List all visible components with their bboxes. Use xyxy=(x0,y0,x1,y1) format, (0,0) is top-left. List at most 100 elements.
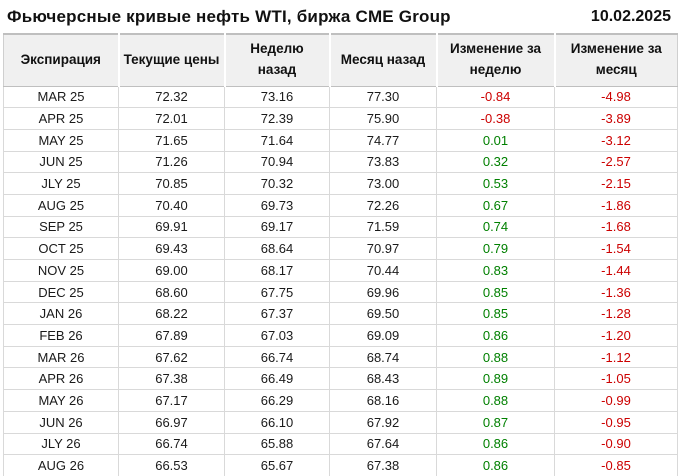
value-cell: 66.74 xyxy=(224,345,330,369)
value-cell: -0.38 xyxy=(436,107,555,130)
value-cell: 67.62 xyxy=(118,345,225,369)
value-cell: 67.75 xyxy=(224,280,330,304)
value-cell: -0.85 xyxy=(554,454,678,476)
table-row: DEC 25 68.60 67.75 69.96 0.85 -1.36 xyxy=(3,280,678,304)
expiration-cell: AUG 26 xyxy=(3,454,119,476)
table-row: APR 25 72.01 72.39 75.90 -0.38 -3.89 xyxy=(3,107,678,130)
value-cell: 68.60 xyxy=(118,280,225,304)
value-cell: 69.73 xyxy=(224,193,330,217)
expiration-cell: JAN 26 xyxy=(3,302,119,326)
column-header-0: Экспирация xyxy=(3,33,120,87)
value-cell: 0.85 xyxy=(436,280,555,304)
value-cell: 0.01 xyxy=(436,128,555,152)
value-cell: 65.88 xyxy=(224,432,330,456)
value-cell: 73.16 xyxy=(224,85,330,109)
value-cell: 0.53 xyxy=(436,172,555,195)
expiration-cell: JLY 26 xyxy=(3,432,119,456)
value-cell: 66.53 xyxy=(118,454,225,476)
value-cell: 65.67 xyxy=(224,454,330,476)
expiration-cell: MAR 26 xyxy=(3,345,119,369)
value-cell: 67.92 xyxy=(329,410,437,434)
value-cell: 72.01 xyxy=(118,107,225,130)
value-cell: 70.32 xyxy=(224,172,330,195)
column-header-3: Месяц назад xyxy=(328,33,438,87)
expiration-cell: SEP 25 xyxy=(3,215,119,239)
value-cell: -1.54 xyxy=(554,237,678,260)
value-cell: 69.96 xyxy=(329,280,437,304)
value-cell: -1.86 xyxy=(554,193,678,217)
value-cell: 67.89 xyxy=(118,324,225,347)
value-cell: 71.65 xyxy=(118,128,225,152)
expiration-cell: FEB 26 xyxy=(3,324,119,347)
table-row: AUG 25 70.40 69.73 72.26 0.67 -1.86 xyxy=(3,193,678,217)
futures-table: Экспирация Текущие цены Неделю назад Месяц … xyxy=(3,33,678,476)
value-cell: -2.15 xyxy=(554,172,678,195)
expiration-cell: MAY 26 xyxy=(3,389,119,412)
value-cell: 69.91 xyxy=(118,215,225,239)
column-header-5: Изменение за месяц xyxy=(553,33,678,87)
value-cell: 67.17 xyxy=(118,389,225,412)
value-cell: 67.38 xyxy=(118,367,225,391)
table-row: MAY 26 67.17 66.29 68.16 0.88 -0.99 xyxy=(3,389,678,412)
value-cell: 70.44 xyxy=(329,259,437,282)
value-cell: -1.68 xyxy=(554,215,678,239)
value-cell: 69.17 xyxy=(224,215,330,239)
value-cell: 0.86 xyxy=(436,432,555,456)
value-cell: -3.12 xyxy=(554,128,678,152)
value-cell: 72.26 xyxy=(329,193,437,217)
expiration-cell: JUN 25 xyxy=(3,150,119,174)
value-cell: 69.43 xyxy=(118,237,225,260)
value-cell: -1.20 xyxy=(554,324,678,347)
value-cell: 70.94 xyxy=(224,150,330,174)
value-cell: 69.09 xyxy=(329,324,437,347)
expiration-cell: MAR 25 xyxy=(3,85,119,109)
table-row: SEP 25 69.91 69.17 71.59 0.74 -1.68 xyxy=(3,215,678,239)
column-header-2: Неделю назад xyxy=(223,33,331,87)
value-cell: 66.29 xyxy=(224,389,330,412)
value-cell: 67.03 xyxy=(224,324,330,347)
value-cell: -0.84 xyxy=(436,85,555,109)
value-cell: 70.97 xyxy=(329,237,437,260)
value-cell: 69.50 xyxy=(329,302,437,326)
expiration-cell: JUN 26 xyxy=(3,410,119,434)
value-cell: 69.00 xyxy=(118,259,225,282)
table-row: JAN 26 68.22 67.37 69.50 0.85 -1.28 xyxy=(3,302,678,326)
table-row: AUG 26 66.53 65.67 67.38 0.86 -0.85 xyxy=(3,454,678,476)
value-cell: 77.30 xyxy=(329,85,437,109)
table-row: APR 26 67.38 66.49 68.43 0.89 -1.05 xyxy=(3,367,678,391)
value-cell: -1.44 xyxy=(554,259,678,282)
table-row: OCT 25 69.43 68.64 70.97 0.79 -1.54 xyxy=(3,237,678,260)
table-row: JUN 26 66.97 66.10 67.92 0.87 -0.95 xyxy=(3,410,678,434)
table-row: MAR 25 72.32 73.16 77.30 -0.84 -4.98 xyxy=(3,85,678,109)
page-title: Фьючерсные кривые нефть WTI, биржа CME G… xyxy=(7,6,451,26)
table-body: MAR 25 72.32 73.16 77.30 -0.84 -4.98 APR 25 72.… xyxy=(3,85,678,476)
expiration-cell: NOV 25 xyxy=(3,259,119,282)
value-cell: 0.83 xyxy=(436,259,555,282)
value-cell: 68.17 xyxy=(224,259,330,282)
table-row: JLY 26 66.74 65.88 67.64 0.86 -0.90 xyxy=(3,432,678,456)
expiration-cell: OCT 25 xyxy=(3,237,119,260)
value-cell: 0.74 xyxy=(436,215,555,239)
table-row: FEB 26 67.89 67.03 69.09 0.86 -1.20 xyxy=(3,324,678,347)
value-cell: 67.64 xyxy=(329,432,437,456)
value-cell: -4.98 xyxy=(554,85,678,109)
futures-table-container: Экспирация Текущие цены Неделю назад Месяц … xyxy=(3,33,678,476)
value-cell: -2.57 xyxy=(554,150,678,174)
expiration-cell: AUG 25 xyxy=(3,193,119,217)
value-cell: 0.88 xyxy=(436,389,555,412)
table-row: MAR 26 67.62 66.74 68.74 0.88 -1.12 xyxy=(3,345,678,369)
value-cell: 0.67 xyxy=(436,193,555,217)
value-cell: 75.90 xyxy=(329,107,437,130)
value-cell: 68.16 xyxy=(329,389,437,412)
table-row: JUN 25 71.26 70.94 73.83 0.32 -2.57 xyxy=(3,150,678,174)
value-cell: 71.26 xyxy=(118,150,225,174)
value-cell: 0.85 xyxy=(436,302,555,326)
expiration-cell: MAY 25 xyxy=(3,128,119,152)
value-cell: 74.77 xyxy=(329,128,437,152)
expiration-cell: APR 25 xyxy=(3,107,119,130)
value-cell: 66.49 xyxy=(224,367,330,391)
value-cell: 66.97 xyxy=(118,410,225,434)
expiration-cell: JLY 25 xyxy=(3,172,119,195)
report-date: 10.02.2025 xyxy=(590,7,671,25)
value-cell: 67.37 xyxy=(224,302,330,326)
